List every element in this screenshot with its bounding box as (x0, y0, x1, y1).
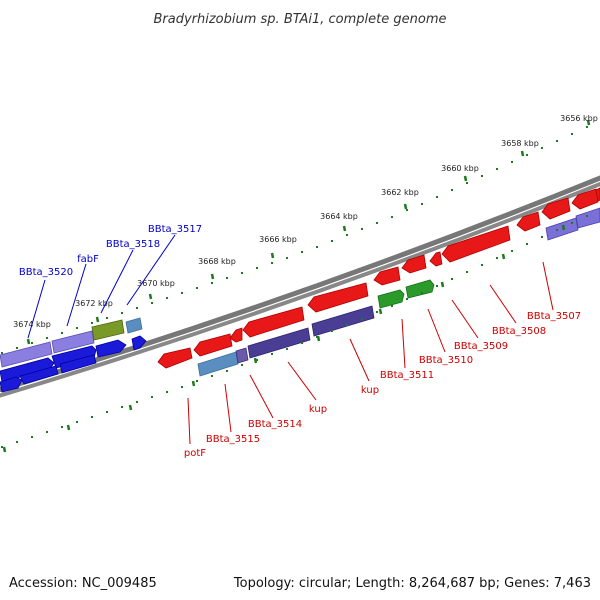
scale-tick-label: 3662 kbp (381, 188, 419, 197)
gene-forward-1 (0, 357, 55, 383)
gene-label-forward[interactable]: BBta_3518 (106, 239, 160, 250)
scale-tick-label: 3664 kbp (320, 212, 358, 221)
outer-ruler (1, 126, 588, 354)
scale-tick-label: 3660 kbp (441, 164, 479, 173)
gene-forward-4 (131, 335, 147, 351)
reverse-strand-genes (157, 187, 600, 377)
gene-label-forward[interactable]: fabF (77, 254, 99, 265)
outer-ruler-major-ticks (26, 119, 591, 345)
inner-ruler-major-ticks (2, 224, 566, 453)
gene-BBta_3518-upper (91, 319, 125, 341)
scale-tick-label: 3668 kbp (198, 257, 236, 266)
gene-label-reverse[interactable]: BBta_3510 (419, 355, 473, 366)
gene-forward-5 (0, 376, 23, 393)
scale-tick-label: 3666 kbp (259, 235, 297, 244)
gene-label-reverse[interactable]: BBta_3508 (492, 326, 546, 337)
gene-label-reverse[interactable]: potF (184, 448, 206, 459)
scale-tick-label: 3670 kbp (137, 279, 175, 288)
gene-label-reverse[interactable]: BBta_3511 (380, 370, 434, 381)
gene-BBta_3517-upper (125, 317, 143, 334)
gene-forward-6 (19, 365, 59, 385)
gene-label-forward[interactable]: BBta_3520 (19, 267, 73, 278)
gene-BBta_3520-upper (0, 341, 53, 368)
forward-label-lines (27, 234, 176, 339)
gene-forward-7 (59, 354, 97, 374)
gene-forward-3 (95, 339, 127, 358)
gene-fabF-upper (51, 330, 95, 354)
gene-label-reverse[interactable]: BBta_3509 (454, 341, 508, 352)
gene-label-forward[interactable]: BBta_3517 (148, 224, 202, 235)
gene-label-reverse[interactable]: BBta_3515 (206, 434, 260, 445)
genome-summary-text: Topology: circular; Length: 8,264,687 bp… (233, 576, 591, 591)
forward-strand-genes (0, 317, 147, 393)
gene-label-reverse[interactable]: BBta_3507 (527, 311, 581, 322)
accession-text: Accession: NC_009485 (9, 576, 157, 591)
scale-tick-label: 3672 kbp (75, 299, 113, 308)
scale-tick-label: 3658 kbp (501, 139, 539, 148)
gene-label-reverse[interactable]: kup (361, 385, 379, 396)
gene-label-reverse[interactable]: kup (309, 404, 327, 415)
genome-title: Bradyrhizobium sp. BTAi1, complete genom… (153, 12, 446, 27)
scale-tick-label: 3656 kbp (560, 114, 598, 123)
gene-label-reverse[interactable]: BBta_3514 (248, 419, 302, 430)
reverse-label-lines (187, 261, 554, 445)
